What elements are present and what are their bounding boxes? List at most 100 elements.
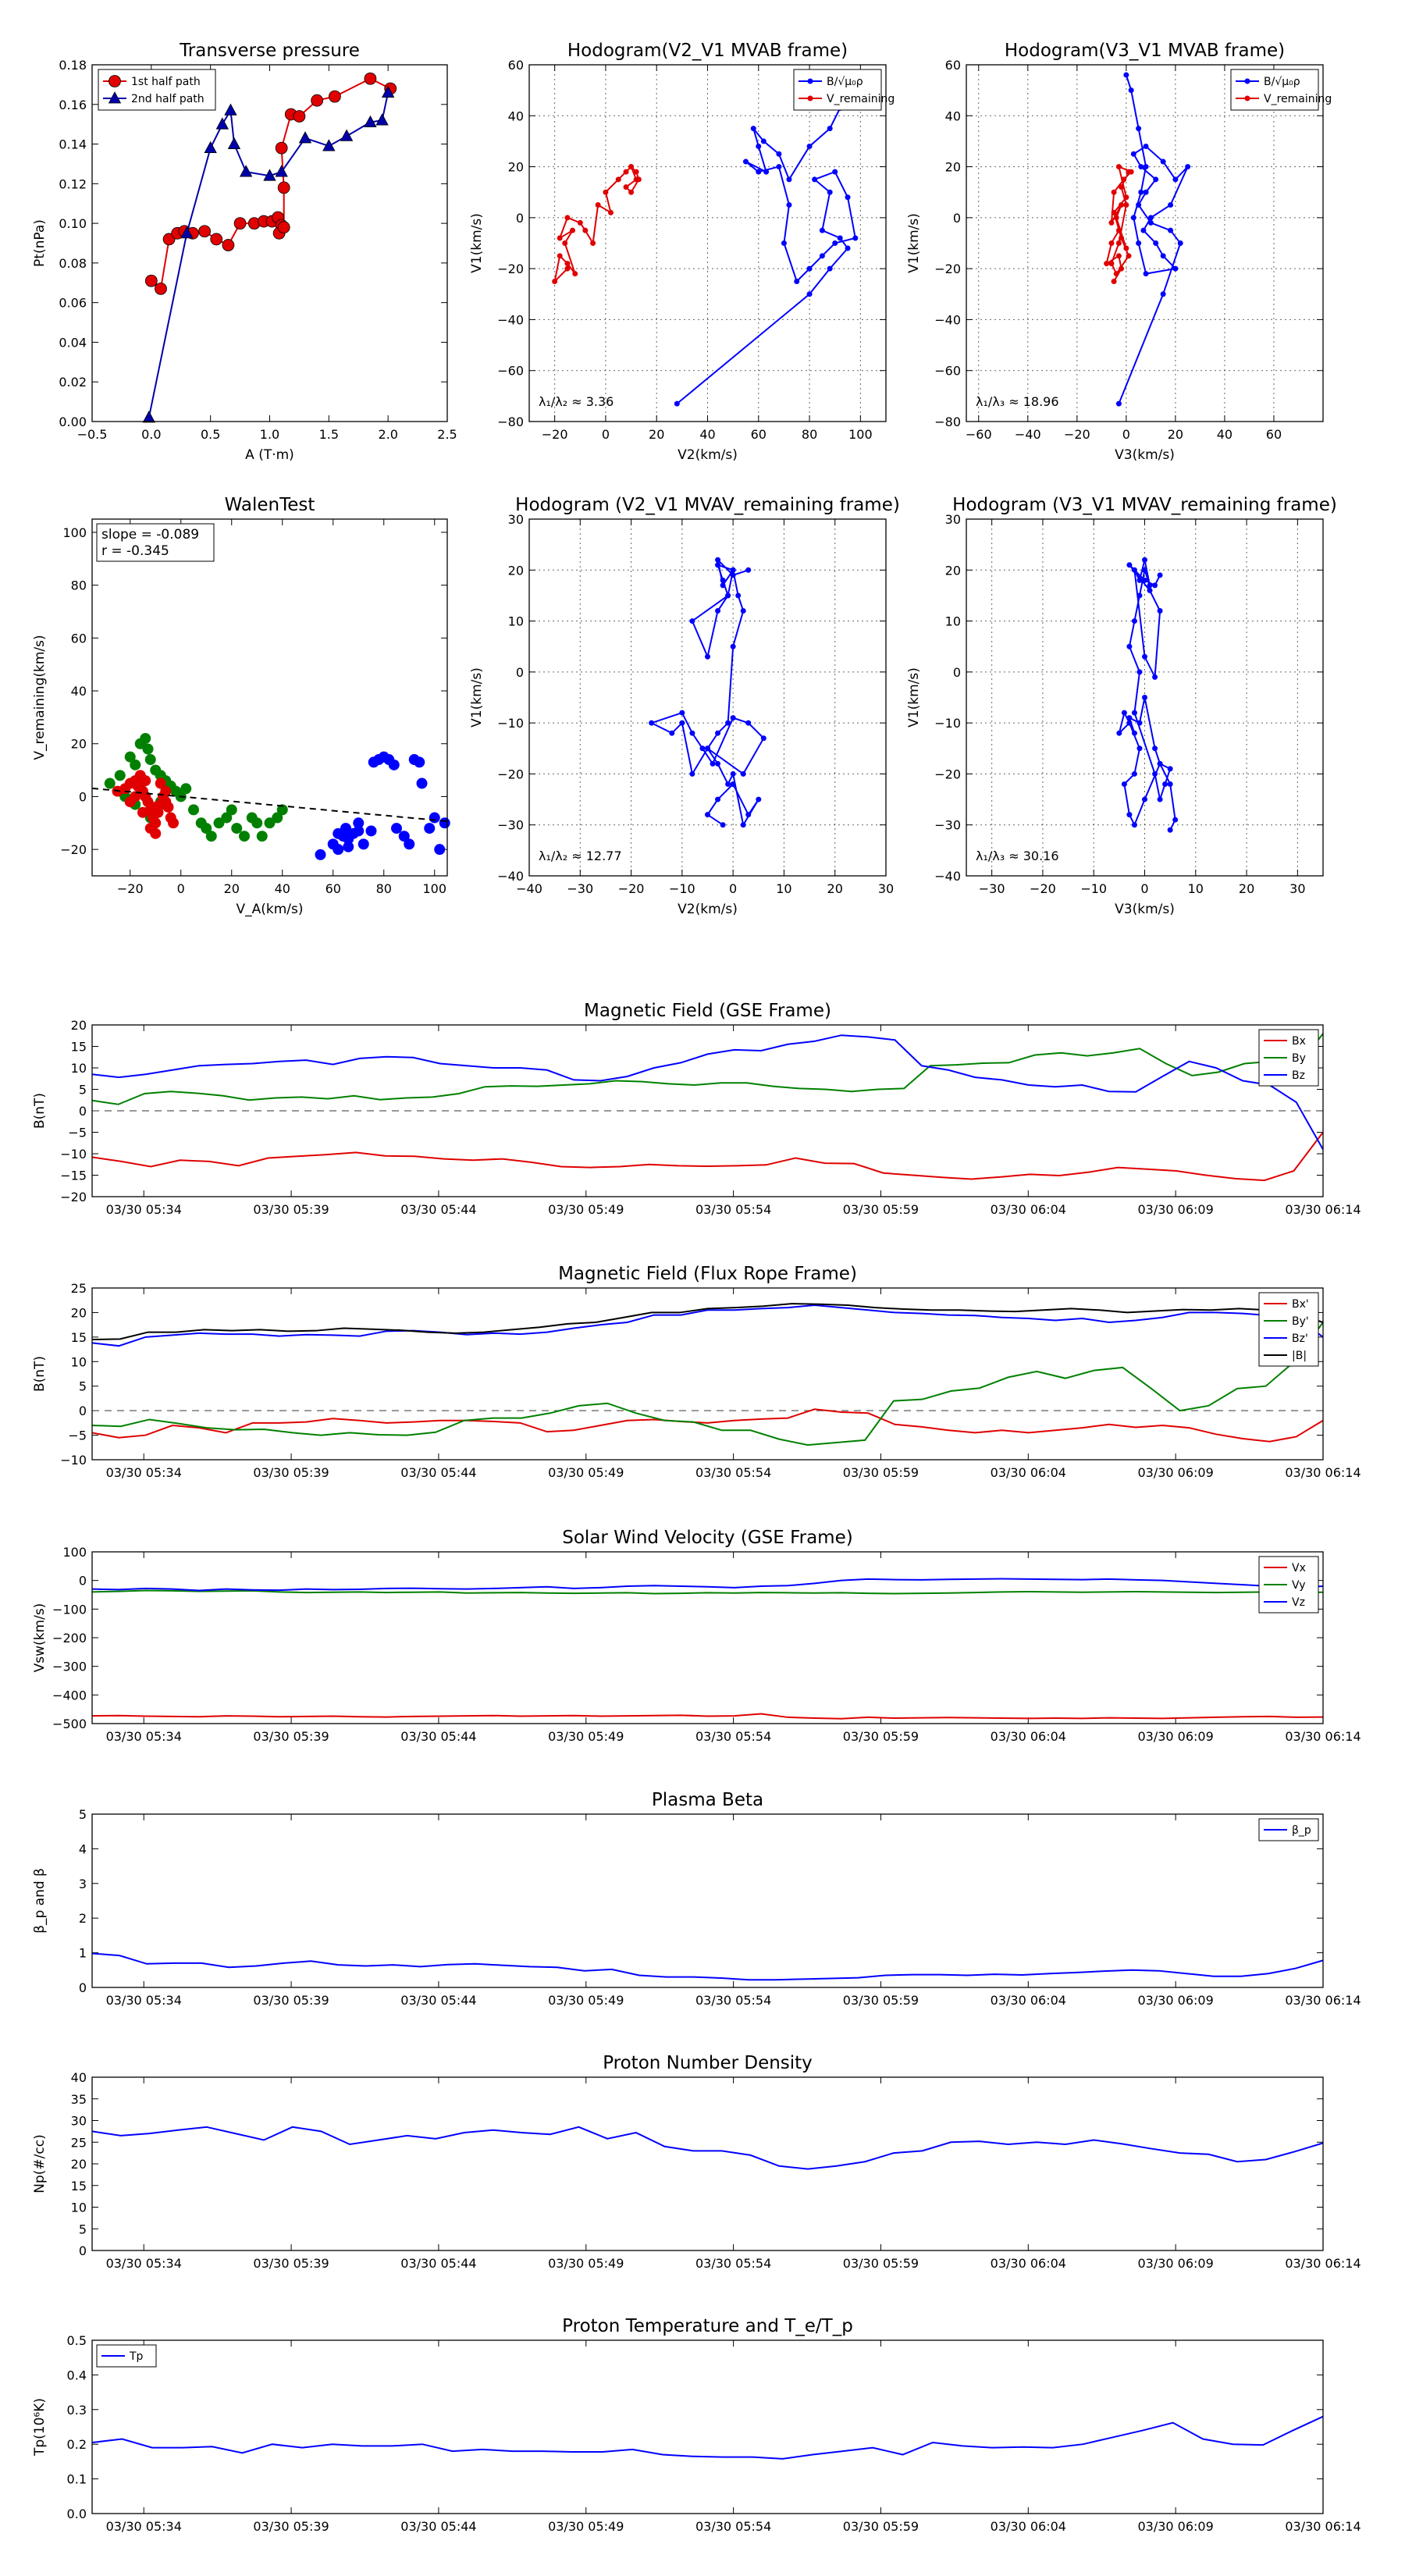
h2-point	[1108, 240, 1115, 246]
mf_fr-legend	[1258, 1292, 1319, 1367]
np-xtick-label: 03/30 05:49	[548, 2256, 624, 2271]
vel-legend-label: Vx	[1292, 1562, 1306, 1574]
h1-point	[827, 265, 833, 272]
walen-point	[357, 838, 369, 850]
beta-xtick-label: 03/30 05:49	[548, 1993, 624, 2008]
h4-point	[1152, 582, 1158, 589]
h2-point	[1160, 158, 1166, 165]
h2-ytick-label: −40	[934, 312, 961, 327]
walen-point	[142, 743, 154, 755]
h2-point	[1160, 291, 1166, 297]
h3-point	[705, 653, 710, 660]
h4-point	[1136, 592, 1143, 599]
h2-xtick-label: −40	[1015, 427, 1041, 442]
beta-xtick-label: 03/30 06:09	[1137, 1993, 1213, 2008]
h4-point	[1167, 827, 1173, 833]
beta-legend-label: β_p	[1292, 1824, 1311, 1837]
h3-point	[735, 592, 742, 599]
mf_gse-series-1-line	[91, 1033, 1324, 1105]
mf_fr-ytick-label: −5	[68, 1429, 87, 1443]
h2-xtick-label: 40	[1217, 427, 1232, 442]
tp-legend-label: 2nd half path	[131, 93, 205, 105]
mf_gse-xtick-label: 03/30 06:09	[1137, 1202, 1213, 1217]
h2-legend-label: B/√μ₀ρ	[1264, 76, 1300, 88]
mf_fr-ylabel: B(nT)	[32, 1356, 48, 1392]
h2-ylabel: V1(km/s)	[906, 213, 922, 273]
mf_gse-legend-label: Bx	[1292, 1035, 1306, 1048]
np-ytick-label: 25	[71, 2135, 87, 2150]
h4-ytick-label: −40	[934, 869, 961, 884]
h1-point	[845, 245, 851, 251]
mf_gse-series-0-line	[91, 1131, 1324, 1182]
walen-xlabel: V_A(km/s)	[236, 902, 303, 917]
walen-point	[140, 732, 151, 744]
vel-chart: −500 −400 −300 −200 −100 0 100 03/30 05:34 03/30…	[32, 1528, 1361, 1744]
mf_fr-legend-label: |B|	[1292, 1350, 1307, 1362]
h3-point	[715, 760, 721, 767]
np-title: Proton Number Density	[603, 2053, 813, 2073]
h1-ytick-label: 40	[508, 109, 524, 123]
h2-point	[1143, 271, 1149, 277]
walen-ytick-label: 60	[71, 631, 87, 646]
mf_fr-xtick-label: 03/30 05:39	[253, 1465, 329, 1480]
tpplot-ytick-label: 0.2	[67, 2437, 87, 2452]
h1-point	[552, 278, 558, 284]
h4-point	[1121, 710, 1127, 716]
tp-point	[210, 233, 223, 246]
h2-point	[1113, 215, 1119, 221]
walen-point	[264, 817, 276, 829]
mf_gse-ytick-label: −5	[68, 1126, 87, 1140]
tp-point	[311, 94, 324, 107]
h2-point	[1185, 164, 1191, 170]
h2-point	[1119, 235, 1125, 241]
h1-point	[564, 215, 571, 221]
h1-xtick-label: 20	[649, 427, 664, 442]
walen-ytick-label: 20	[71, 737, 87, 752]
tp-xtick-label: −0.5	[77, 427, 108, 442]
tpplot-legend-label: Tp	[129, 2350, 144, 2363]
h2-point	[1115, 400, 1122, 407]
beta-ytick-label: 4	[79, 1841, 87, 1856]
mf_gse-ytick-label: 15	[71, 1040, 87, 1055]
tp-ytick-label: 0.04	[59, 335, 87, 350]
h3-point	[715, 557, 721, 563]
h1-point	[763, 169, 770, 175]
h1-point	[776, 164, 782, 170]
h4-ytick-label: 30	[945, 512, 961, 527]
vel-ytick-label: 0	[79, 1574, 87, 1589]
tp-point	[227, 137, 241, 149]
h3-point	[725, 781, 731, 787]
h3-point	[705, 812, 710, 818]
vel-ytick-label: −500	[52, 1717, 87, 1731]
h1-point	[595, 202, 601, 208]
tpplot-series-0-line	[91, 2415, 1324, 2460]
tpplot-ytick-label: 0.5	[67, 2333, 87, 2348]
beta-ylabel: β_p and β	[32, 1868, 48, 1934]
h4-point	[1167, 766, 1173, 772]
h2-legend	[1230, 69, 1319, 111]
h1-point	[590, 240, 596, 246]
h3-point	[730, 567, 736, 573]
h1-legend-label: B/√μ₀ρ	[827, 76, 863, 88]
walen-ytick-label: 80	[71, 578, 87, 593]
h2-point	[1138, 164, 1144, 170]
h3-series-0-line	[649, 557, 765, 827]
h2-point	[1108, 261, 1115, 267]
walen-point	[155, 777, 166, 789]
h1-point	[776, 151, 782, 157]
h2-point	[1121, 176, 1127, 183]
h4-point	[1131, 567, 1137, 573]
h1-point	[786, 176, 792, 183]
h3-ytick-label: 30	[508, 512, 524, 527]
tp-xtick-label: 2.5	[437, 427, 457, 442]
h2-point	[1111, 278, 1117, 284]
tp-xtick-label: 1.0	[260, 427, 279, 442]
np-xtick-label: 03/30 05:44	[400, 2256, 476, 2271]
tp-point	[293, 110, 306, 123]
tp-ytick-label: 0.00	[59, 415, 87, 429]
h2-title: Hodogram(V3_V1 MVAB frame)	[1005, 41, 1285, 61]
tp-point	[277, 221, 290, 234]
beta-series-0-line	[91, 1952, 1324, 1981]
walen-point	[365, 825, 377, 837]
h1-point	[794, 278, 800, 284]
